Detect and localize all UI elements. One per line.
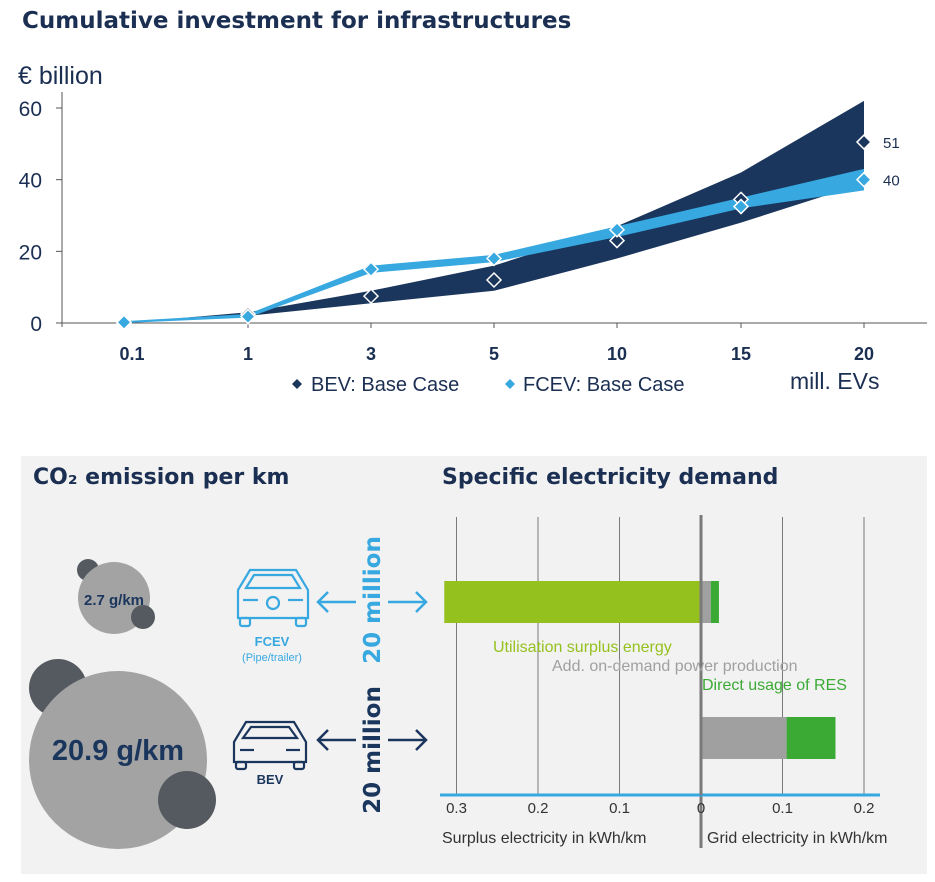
bev-car-wheel-right — [292, 760, 306, 771]
fcev-point — [362, 261, 380, 278]
bev-arrow-right-head — [415, 729, 428, 751]
fcev-arrow-right-head — [415, 591, 428, 613]
x-tick-label: 0 — [697, 800, 705, 817]
bev-end-label: 51 — [883, 135, 900, 152]
bev-arrow-left — [316, 729, 356, 751]
y-tick-label: 20 — [19, 241, 42, 264]
bev-small-bubble-dark-2 — [158, 771, 216, 829]
bev-point — [362, 288, 380, 305]
fcev-car-wheel-right — [294, 616, 308, 628]
x-label-grid: Grid electricity in kWh/km — [707, 830, 887, 847]
bev-point — [485, 271, 503, 289]
fcev-co2-value: 2.7 g/km — [84, 592, 144, 609]
investment-chart: 0 20 40 60 0.1 1 3 5 10 15 20 51 40 BEV: Base Case FCE… — [19, 92, 927, 396]
fcev-point — [855, 171, 873, 188]
x-tick-label: 0.1 — [609, 800, 630, 817]
bev-count-label: 20 million — [360, 686, 386, 814]
fcev-car-body — [236, 568, 310, 620]
legend-fcev-marker — [505, 379, 515, 389]
bev-car-wheel-left — [234, 760, 248, 771]
fcev-point — [732, 198, 750, 215]
fcev-arrow-left-head — [316, 591, 329, 613]
x-tick-label: 0.3 — [446, 800, 467, 817]
fcev-small-bubble-dark-2 — [131, 605, 155, 629]
fcev-label: FCEV — [255, 634, 290, 649]
fcev-point — [485, 250, 503, 267]
bar-surplus — [444, 581, 701, 623]
bev-point — [608, 232, 626, 249]
bev-car-icon — [232, 720, 308, 771]
co2-title: CO₂ emission per km — [33, 465, 290, 490]
bar-on-demand — [701, 581, 711, 623]
bev-arrow-right — [388, 729, 428, 751]
x-tick-label: 0.2 — [528, 800, 549, 817]
x-tick-label: 0.2 — [854, 800, 875, 817]
fcev-sublabel: (Pipe/trailer) — [242, 652, 302, 664]
legend-bev-marker — [292, 379, 302, 389]
fcev-point — [608, 221, 626, 238]
x-tick-label: 15 — [731, 344, 751, 364]
fcev-car-icon — [236, 568, 310, 628]
bev-co2-value: 20.9 g/km — [52, 735, 184, 767]
fcev-arrow-left — [316, 591, 356, 613]
x-label-surplus: Surplus electricity in kWh/km — [442, 830, 647, 847]
bev-arrow-left-head — [316, 729, 329, 751]
legend-bev-label: BEV: Base Case — [311, 374, 459, 396]
fcev-point — [115, 314, 133, 331]
x-tick-label: 1 — [243, 344, 253, 364]
fcev-car-windshield — [244, 573, 302, 590]
x-tick-label: 0.1 — [772, 800, 793, 817]
bar-direct-res — [710, 581, 719, 623]
fcev-car-wheel-left — [238, 616, 252, 628]
fcev-point — [239, 308, 257, 325]
legend-fcev-label: FCEV: Base Case — [523, 374, 685, 396]
top-chart-title: Cumulative investment for infrastructure… — [22, 8, 572, 34]
bar-direct-res — [786, 717, 836, 759]
fcev-end-label: 40 — [883, 173, 900, 190]
y-unit-label: € billion — [18, 62, 103, 90]
x-tick-label: 3 — [366, 344, 376, 364]
y-tick-label: 40 — [19, 170, 42, 193]
bev-label: BEV — [257, 772, 284, 787]
bar-on-demand — [701, 717, 787, 759]
fcev-car-logo — [265, 595, 281, 611]
bev-car-body — [232, 720, 308, 764]
x-tick-label: 0.1 — [119, 344, 144, 364]
fcev-arrow-right — [388, 591, 428, 613]
y-tick-label: 0 — [30, 313, 42, 336]
label-on-demand: Add. on-demand power production — [552, 658, 798, 675]
label-surplus: Utilisation surplus energy — [493, 639, 672, 656]
label-direct-res: Direct usage of RES — [702, 677, 847, 694]
bev-point — [855, 133, 873, 151]
electricity-demand-title: Specific electricity demand — [442, 465, 779, 490]
fcev-count-label: 20 million — [360, 536, 386, 664]
bev-car-windshield — [240, 725, 300, 740]
x-tick-label: 20 — [854, 344, 874, 364]
x-tick-label: 10 — [607, 344, 627, 364]
y-tick-label: 60 — [19, 98, 42, 121]
x-axis-label: mill. EVs — [790, 368, 879, 394]
x-tick-label: 5 — [489, 344, 499, 364]
